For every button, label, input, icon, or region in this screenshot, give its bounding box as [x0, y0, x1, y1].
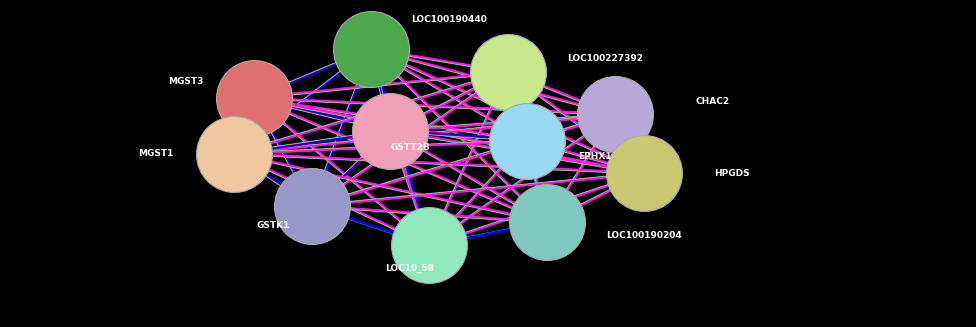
Point	[305, 203, 320, 209]
Text: LOC10_58: LOC10_58	[386, 264, 434, 273]
Point	[539, 220, 554, 225]
Point	[246, 95, 262, 101]
Point	[519, 138, 535, 143]
Text: LOC100190204: LOC100190204	[606, 231, 682, 240]
Text: MGST1: MGST1	[139, 149, 174, 158]
Text: EPHX1: EPHX1	[579, 152, 612, 162]
Point	[422, 243, 437, 248]
Point	[636, 171, 652, 176]
Point	[363, 46, 379, 52]
Point	[226, 151, 242, 156]
Point	[383, 128, 398, 133]
Text: LOC100227392: LOC100227392	[567, 54, 643, 63]
Point	[607, 112, 623, 117]
Text: LOC100190440: LOC100190440	[411, 15, 487, 24]
Point	[500, 69, 515, 75]
Text: HPGDS: HPGDS	[714, 169, 750, 178]
Text: MGST3: MGST3	[168, 77, 203, 86]
Text: GSTT2B: GSTT2B	[390, 143, 429, 152]
Text: GSTK1: GSTK1	[257, 221, 290, 230]
Text: CHAC2: CHAC2	[696, 97, 729, 106]
